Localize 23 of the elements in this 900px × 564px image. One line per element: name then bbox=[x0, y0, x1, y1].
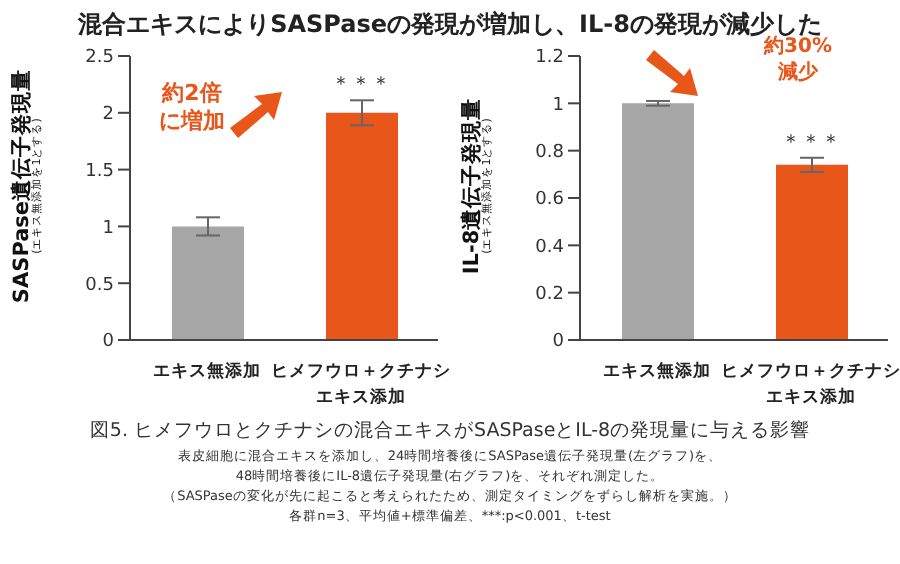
y-tick-label: 1.5 bbox=[85, 161, 114, 182]
annotation: 約2倍に増加 bbox=[157, 80, 227, 135]
y-tick-label: 1 bbox=[552, 95, 564, 116]
y-tick-label: 0.2 bbox=[535, 285, 564, 306]
x-tick-label: エキス無添加 bbox=[603, 360, 711, 382]
x-tick-label: ヒメフウロ＋クチナシエキス添加 bbox=[271, 362, 451, 408]
y-tick-label: 0 bbox=[102, 332, 115, 353]
y-tick-label: 2 bbox=[102, 105, 114, 126]
y-tick-label: 0 bbox=[552, 332, 565, 353]
annotation: 約30%減少 bbox=[763, 36, 834, 86]
caption: 図5. ヒメフウロとクチナシの混合エキスがSASPaseとIL-8の発現量に与える影響 bbox=[87, 418, 813, 446]
annotation: ＊＊＊ bbox=[331, 74, 391, 97]
y-tick-label: 0.5 bbox=[85, 275, 114, 296]
x-tick-label: エキス無添加 bbox=[153, 360, 261, 382]
y-tick-label: 1.2 bbox=[535, 48, 564, 69]
x-tick-label: ヒメフウロ＋クチナシエキス添加 bbox=[721, 362, 900, 408]
y-tick-label: 2.5 bbox=[85, 48, 114, 69]
y-tick-label: 1 bbox=[102, 218, 114, 239]
annotation: ＊＊＊ bbox=[781, 131, 841, 154]
y-tick-label: 0.6 bbox=[535, 190, 565, 211]
y-tick-label: 0.8 bbox=[535, 143, 565, 164]
y-tick-label: 0.4 bbox=[535, 237, 565, 258]
chart-title: 混合エキスによりSASPaseの発現が増加し、IL-8の発現が減少した bbox=[76, 8, 822, 38]
